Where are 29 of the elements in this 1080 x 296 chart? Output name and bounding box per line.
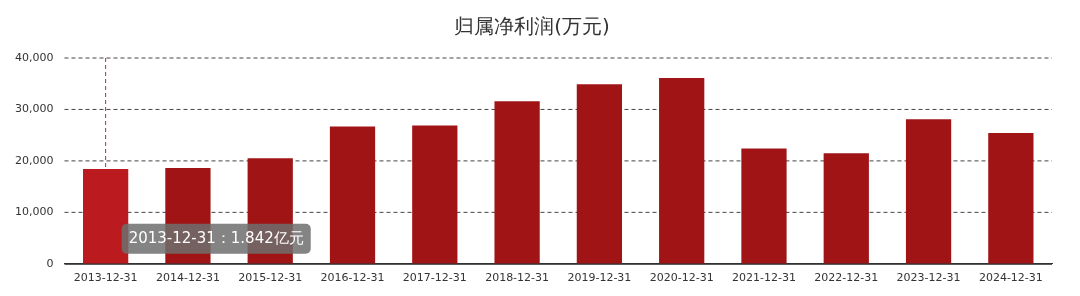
- bar: [741, 148, 787, 264]
- bar: [988, 133, 1034, 264]
- bar: [412, 125, 458, 264]
- bar: [83, 169, 129, 264]
- chart-title: 归属净利润(万元): [454, 14, 610, 39]
- y-tick-label: 10,000: [14, 205, 54, 219]
- x-tick-label: 2024-12-31: [978, 271, 1043, 285]
- bar: [576, 84, 623, 264]
- y-tick-label: 30,000: [14, 102, 54, 116]
- bar: [494, 101, 540, 264]
- bar: [823, 153, 869, 264]
- y-tick-label: 0: [46, 256, 54, 270]
- bar: [329, 126, 376, 264]
- y-tick-label: 40,000: [14, 50, 54, 64]
- x-tick-label: 2019-12-31: [567, 271, 632, 285]
- x-tick-label: 2016-12-31: [320, 271, 385, 285]
- x-tick-label: 2017-12-31: [402, 271, 467, 285]
- annotation: 2013-12-31：1.842亿元: [128, 228, 304, 247]
- x-tick-label: 2015-12-31: [238, 271, 303, 285]
- x-tick-label: 2018-12-31: [485, 271, 550, 285]
- x-tick-label: 2013-12-31: [73, 271, 138, 285]
- x-tick-label: 2022-12-31: [814, 271, 879, 285]
- x-tick-label: 2023-12-31: [896, 271, 961, 285]
- y-tick-label: 20,000: [14, 153, 54, 167]
- x-tick-label: 2014-12-31: [155, 271, 220, 285]
- bar: [905, 119, 952, 264]
- bar: [659, 78, 705, 264]
- x-tick-label: 2021-12-31: [732, 271, 796, 285]
- x-tick-label: 2020-12-31: [649, 271, 714, 285]
